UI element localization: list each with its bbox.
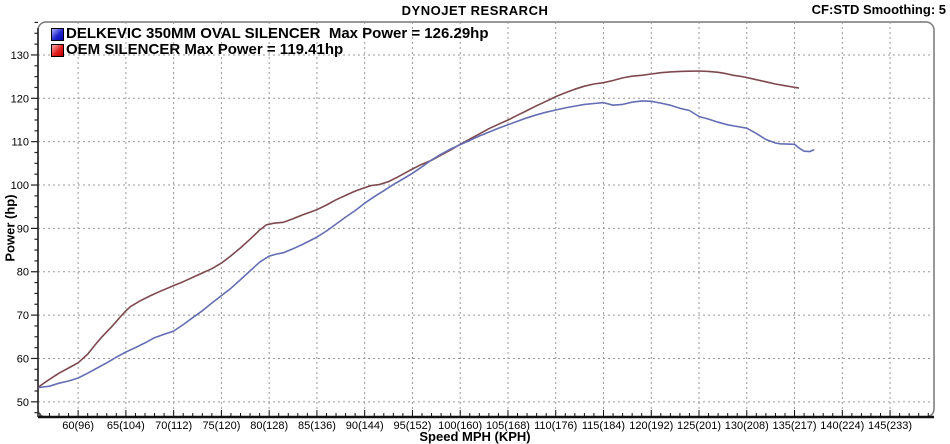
y-tick-label: 90 [17, 223, 29, 235]
x-tick-label: 140(224) [820, 420, 864, 432]
chart-legend: DELKEVIC 350MM OVAL SILENCER Max Power =… [51, 26, 488, 58]
legend-item-oem: OEM SILENCER Max Power = 119.41hp [51, 42, 488, 58]
x-tick-label: 105(168) [486, 420, 530, 432]
x-tick-label: 75(120) [202, 420, 240, 432]
x-tick-label: 60(96) [62, 420, 94, 432]
x-tick-label: 125(201) [677, 420, 721, 432]
power-curve-red [38, 70, 800, 388]
x-tick-label: 120(192) [629, 420, 673, 432]
y-axis-title: Power (hp) [2, 194, 18, 262]
x-tick-label: 70(112) [155, 420, 192, 432]
power-curve-blue [38, 100, 815, 389]
y-tick-label: 100 [11, 180, 29, 192]
x-tick-label: 135(217) [773, 420, 817, 432]
x-tick-label: 80(128) [250, 420, 288, 432]
y-tick-label: 70 [17, 310, 29, 322]
blue-series-swatch-icon [51, 27, 64, 41]
y-tick-label: 130 [11, 50, 29, 62]
y-tick-label: 50 [17, 397, 29, 409]
x-tick-label: 110(176) [534, 420, 577, 432]
x-tick-label: 115(184) [582, 420, 625, 432]
y-tick-label: 110 [11, 137, 29, 149]
x-tick-label: 90(144) [346, 420, 384, 432]
x-tick-label: 95(152) [393, 420, 431, 432]
legend-label-oem: OEM SILENCER Max Power = 119.41hp [66, 41, 344, 58]
y-tick-label: 60 [17, 353, 29, 365]
x-tick-label: 85(136) [298, 420, 336, 432]
x-tick-label: 65(104) [107, 420, 145, 432]
legend-label-delkevic: DELKEVIC 350MM OVAL SILENCER Max Power =… [66, 25, 489, 42]
plot-frame [37, 21, 935, 418]
smoothing-status: CF:STD Smoothing: 5 [811, 2, 946, 17]
x-axis-title: Speed MPH (KPH) [419, 429, 531, 444]
red-series-swatch-icon [51, 43, 64, 57]
x-tick-label: 100(160) [438, 420, 482, 432]
legend-item-delkevic: DELKEVIC 350MM OVAL SILENCER Max Power =… [51, 26, 488, 42]
y-tick-label: 80 [17, 267, 29, 279]
x-tick-label: 130(208) [725, 420, 769, 432]
x-tick-label: 145(233) [868, 420, 912, 432]
page-title: DYNOJET RESRARCH [401, 3, 549, 18]
y-tick-label: 120 [11, 93, 29, 105]
